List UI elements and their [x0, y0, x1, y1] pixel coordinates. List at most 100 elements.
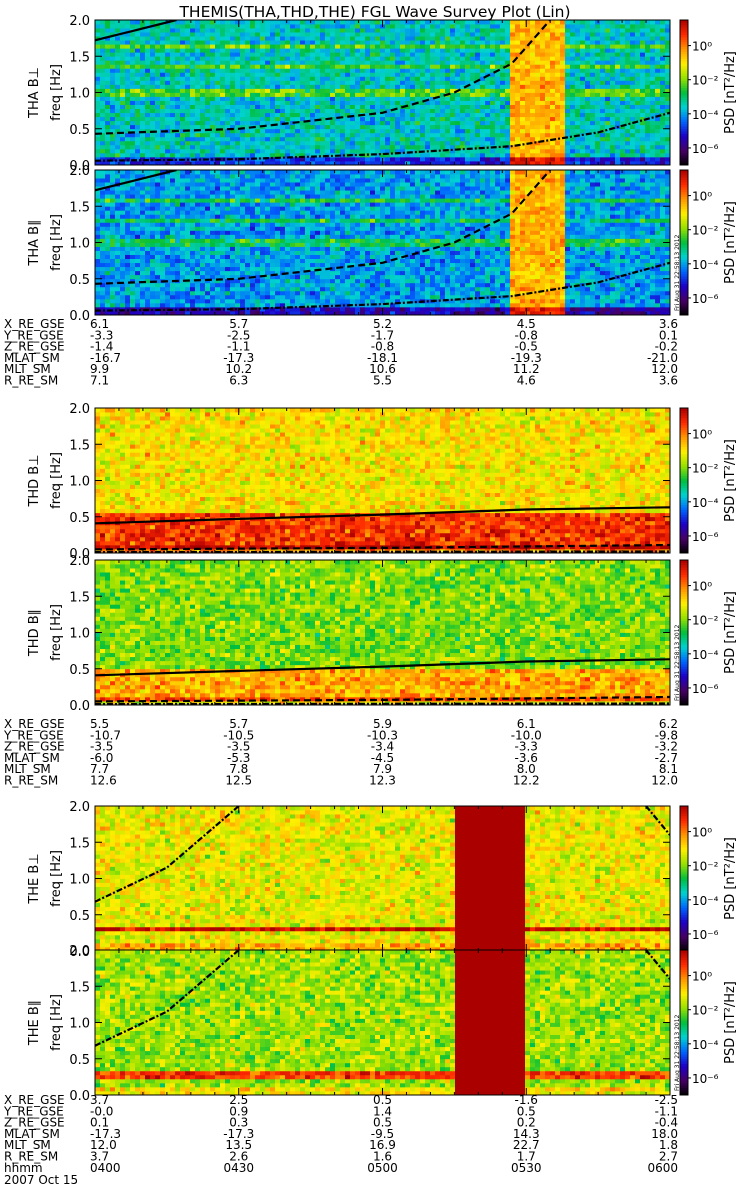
ephemeris-value: 1.4 — [373, 1104, 392, 1118]
ephemeris-row-label: MLAT_SM — [4, 751, 60, 765]
ephemeris-value: -10.3 — [367, 728, 398, 742]
ephemeris-value: 8.0 — [517, 762, 536, 776]
colorbar-label: PSD [nT²/Hz] — [723, 981, 738, 1064]
y-tick-label: 2.0 — [69, 944, 90, 959]
colorbar-tick-label: 10⁻⁶ — [692, 682, 719, 696]
spectrogram-panel-tha-bpar: 0.0 0.5 1.0 1.5 2.0 THA B∥ freq [Hz] 10⁰ 10⁻² 10⁻… — [27, 164, 738, 324]
y-tick-label: 0.5 — [69, 1053, 90, 1068]
colorbar-tick-label: 10⁻² — [692, 860, 719, 874]
colorbar: 10⁰ 10⁻² 10⁻⁴ 10⁻⁶ PSD [nT²/Hz] — [679, 949, 738, 1096]
y-tick-label: 1.0 — [69, 237, 90, 252]
colorbar: 10⁰ 10⁻² 10⁻⁴ 10⁻⁶ PSD [nT²/Hz] — [679, 169, 738, 316]
ephemeris-value: 22.7 — [513, 1138, 540, 1152]
colorbar-tick-label: 10⁻² — [692, 462, 719, 476]
ephemeris-row-label: MLAT_SM — [4, 351, 60, 365]
ephemeris-value: -3.2 — [655, 740, 678, 754]
ephemeris-row-label: R_RE_SM — [4, 774, 58, 788]
ephemeris-value: 4.6 — [517, 374, 536, 388]
colorbar-tick-label: 10⁻² — [692, 224, 719, 238]
ephemeris-value: 0.5 — [373, 1116, 392, 1130]
colorbar-tick-label: 10⁻⁶ — [692, 142, 719, 156]
ephemeris-value: -10.7 — [90, 728, 121, 742]
colorbar-tick-label: 10⁻² — [692, 74, 719, 88]
y-tick-label: 0.0 — [69, 1089, 90, 1104]
ephemeris-value: -6.0 — [90, 751, 113, 765]
colorbar: 10⁰ 10⁻² 10⁻⁴ 10⁻⁶ PSD [nT²/Hz] — [679, 407, 738, 554]
ephemeris-value: 3.6 — [659, 317, 678, 331]
ephemeris-value: -4.5 — [371, 751, 394, 765]
ephemeris-table-tha: X_RE_GSE 6.1 5.7 5.2 4.5 3.6Y_RE_GSE -3.3 -2.5-… — [3, 317, 678, 388]
panel-ylabel: THA B⊥ — [27, 67, 42, 119]
ephemeris-row-label: Z_RE_GSE — [4, 1116, 65, 1130]
panel-ylabel: THD B⊥ — [27, 454, 42, 507]
panel-ylabel-unit: freq [Hz] — [49, 64, 64, 121]
ephemeris-row-label: Y_RE_GSE — [3, 1104, 64, 1118]
spectrogram-panel-thd-bpar: 0.0 0.5 1.0 1.5 2.0 THD B∥ freq [Hz] 10⁰ 10⁻² 10⁻… — [27, 554, 738, 714]
date-label: 2007 Oct 15 — [4, 1173, 78, 1187]
ephemeris-value: 1.6 — [373, 1150, 392, 1164]
colorbar-tick-label: 10⁻⁴ — [692, 894, 719, 908]
y-tick-label: 2.0 — [69, 14, 90, 29]
y-tick-label: 0.5 — [69, 909, 90, 924]
ephemeris-value: 2.5 — [229, 1093, 248, 1107]
ephemeris-value: 0.9 — [229, 1104, 248, 1118]
y-tick-label: 1.0 — [69, 873, 90, 888]
ephemeris-value: -10.5 — [223, 728, 254, 742]
timestamp: Fri Aug 31 22:58:13 2012 — [674, 1014, 681, 1091]
gyrofrequency-curve — [95, 170, 552, 285]
spectrogram-panel-the-bpar: 0.0 0.5 1.0 1.5 2.0 THE B∥ freq [Hz] 10⁰ 10⁻² 10⁻… — [27, 944, 738, 1104]
ephemeris-value: -3.4 — [371, 740, 394, 754]
ephemeris-value: 7.9 — [373, 762, 392, 776]
ephemeris-value: 0.5 — [517, 1104, 536, 1118]
colorbar-tick-label: 10⁻⁶ — [692, 928, 719, 942]
colorbar-label: PSD [nT²/Hz] — [723, 201, 738, 284]
ephemeris-value: 12.0 — [90, 1138, 117, 1152]
y-tick-label: 1.0 — [69, 627, 90, 642]
spectrogram-panel-thd-bperp: 0.0 0.5 1.0 1.5 2.0 THD B⊥ freq [Hz] 10⁰ 10⁻² 10⁻… — [27, 402, 738, 562]
ephemeris-row-label: Y_RE_GSE — [3, 728, 64, 742]
ephemeris-row-label: X_RE_GSE — [4, 717, 65, 731]
ephemeris-value: 3.6 — [659, 374, 678, 388]
panel-ylabel: THE B⊥ — [27, 853, 42, 904]
y-tick-label: 2.0 — [69, 164, 90, 179]
ephemeris-value: -0.4 — [655, 1116, 678, 1130]
y-tick-label: 1.5 — [69, 590, 90, 605]
ephemeris-value: -0.8 — [371, 340, 394, 354]
y-tick-label: 0.0 — [69, 309, 90, 324]
gyrofrequency-curve — [95, 170, 177, 192]
ephemeris-value: 12.0 — [651, 774, 678, 788]
ephemeris-row-label: MLT_SM — [4, 762, 51, 776]
ephemeris-value: 11.2 — [513, 362, 540, 376]
gyrofrequency-curve — [95, 658, 670, 677]
gyrofrequency-curve — [95, 20, 552, 135]
ephemeris-value: 3.7 — [90, 1093, 109, 1107]
ephemeris-row-label: MLAT_SM — [4, 1127, 60, 1141]
ephemeris-value: -1.4 — [90, 340, 113, 354]
ephemeris-value: -17.3 — [223, 351, 254, 365]
ephemeris-row-label: MLT_SM — [4, 362, 51, 376]
ephemeris-value: -1.7 — [371, 328, 394, 342]
ephemeris-value: 8.1 — [659, 762, 678, 776]
ephemeris-value: -17.3 — [223, 1127, 254, 1141]
ephemeris-row-label: MLT_SM — [4, 1138, 51, 1152]
gyrofrequency-curve — [95, 20, 177, 42]
ephemeris-value: -2.5 — [655, 1093, 678, 1107]
ephemeris-value: -19.3 — [511, 351, 542, 365]
ephemeris-value: -5.3 — [227, 751, 250, 765]
y-tick-label: 2.0 — [69, 800, 90, 815]
ephemeris-value: 5.7 — [229, 317, 248, 331]
y-tick-label: 0.0 — [69, 945, 90, 960]
panel-ylabel-unit: freq [Hz] — [49, 850, 64, 907]
ephemeris-value: -21.0 — [647, 351, 678, 365]
ephemeris-value: 6.1 — [517, 717, 536, 731]
ephemeris-value: 6.1 — [90, 317, 109, 331]
ephemeris-value: 1.8 — [659, 1138, 678, 1152]
spectrogram-panel-the-bperp: 0.0 0.5 1.0 1.5 2.0 THE B⊥ freq [Hz] 10⁰ 10⁻² 10⁻… — [27, 800, 738, 960]
ephemeris-value: 5.7 — [229, 717, 248, 731]
colorbar: 10⁰ 10⁻² 10⁻⁴ 10⁻⁶ PSD [nT²/Hz] — [679, 19, 738, 166]
colorbar-tick-label: 10⁰ — [692, 428, 712, 442]
ephemeris-row-label: Z_RE_GSE — [4, 740, 65, 754]
time-tick-label: 0500 — [367, 1161, 398, 1175]
ephemeris-value: -18.1 — [367, 351, 398, 365]
time-tick-label: 0600 — [647, 1161, 678, 1175]
